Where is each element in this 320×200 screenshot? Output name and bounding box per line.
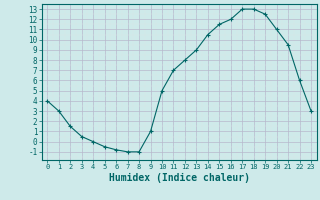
X-axis label: Humidex (Indice chaleur): Humidex (Indice chaleur): [109, 173, 250, 183]
